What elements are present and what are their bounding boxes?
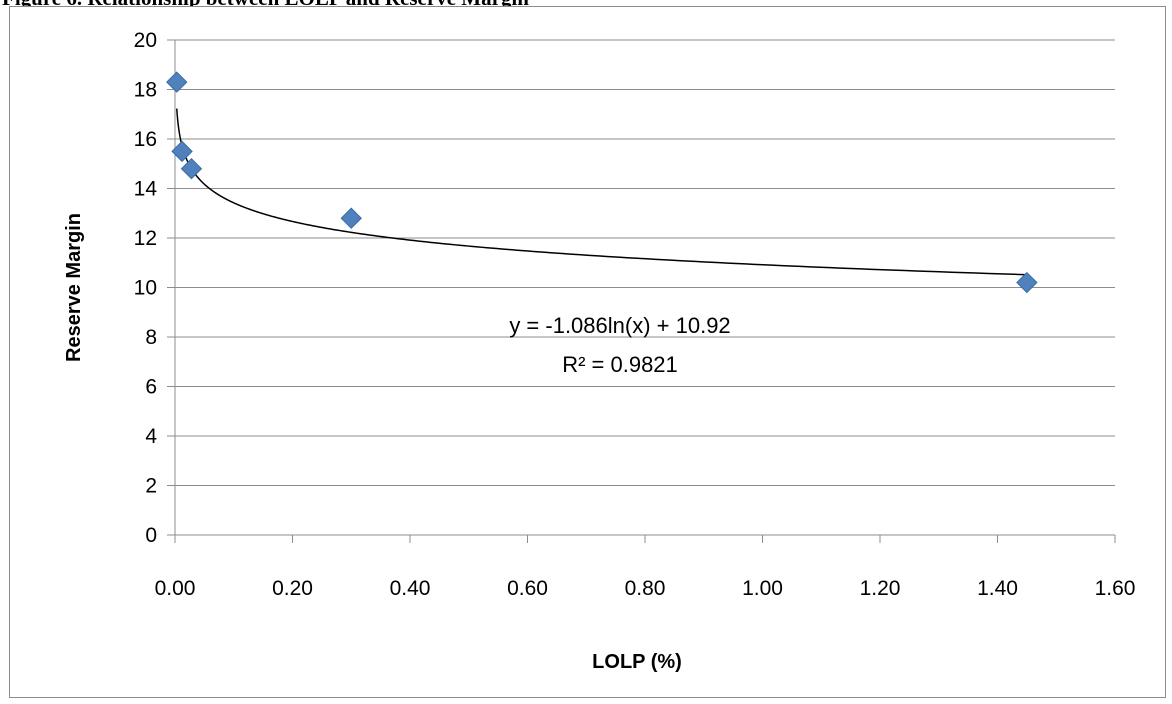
x-axis-title: LOLP (%) [592,651,682,673]
y-tick-label: 12 [134,227,157,250]
gridlines [175,39,1115,486]
x-tick-label: 1.40 [977,577,1018,600]
x-tick-label: 0.40 [390,577,431,600]
y-tick-labels: 0 2 4 6 8 10 12 14 16 18 20 [134,29,158,547]
data-point [1016,271,1038,294]
data-points [166,71,1038,294]
x-tick-label: 1.00 [742,577,783,600]
axes [167,39,1116,543]
trendline-layer [176,108,1027,276]
y-tick-label: 16 [134,128,157,151]
y-axis-title: Reserve Margin [63,213,85,362]
trendline-equation: y = -1.086ln(x) + 10.92 [509,313,730,338]
y-tick-label: 8 [145,326,157,349]
x-tick-label: 1.20 [860,577,901,600]
y-tick-label: 10 [134,277,157,300]
y-tick-label: 6 [145,376,157,399]
x-tick-label: 1.60 [1095,577,1136,600]
x-tick-label: 0.20 [272,577,313,600]
chart-frame [9,6,1166,698]
figure-caption: Figure 6. Relationship between LOLP and … [2,0,529,11]
y-tick-label: 0 [145,524,157,547]
trendline [176,108,1027,276]
y-tick-label: 20 [134,29,157,52]
x-tick-labels: 0.00 0.20 0.40 0.60 0.80 1.00 1.20 1.40 1.60 [155,577,1136,600]
data-point [180,157,203,180]
y-tick-label: 2 [145,475,157,498]
x-tick-label: 0.00 [155,577,196,600]
x-tick-label: 0.80 [625,577,666,600]
y-tick-label: 4 [145,425,157,448]
trendline-r-squared: R² = 0.9821 [562,352,678,377]
data-point [340,207,362,229]
data-point [171,140,193,163]
data-point [166,71,188,93]
x-tick-label: 0.60 [507,577,548,600]
y-tick-label: 18 [134,79,157,102]
y-tick-label: 14 [134,178,158,201]
